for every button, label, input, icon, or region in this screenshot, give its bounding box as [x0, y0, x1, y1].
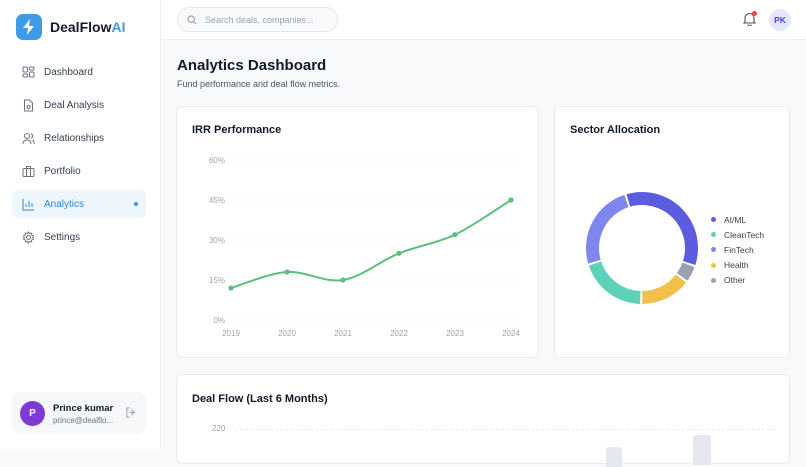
y-tick-label: 60% — [209, 156, 225, 165]
y-tick-label: 15% — [209, 276, 225, 285]
document-icon — [24, 99, 33, 111]
x-tick-label: 2024 — [502, 329, 520, 338]
slice-cleantech[interactable] — [588, 261, 641, 304]
irr-line — [230, 199, 512, 289]
data-point[interactable] — [284, 269, 290, 275]
x-tick-label: 2020 — [278, 329, 296, 338]
y-tick-label: 30% — [209, 236, 225, 245]
legend-swatch — [711, 232, 716, 238]
sidebar-item-relationships[interactable]: Relationships — [12, 124, 146, 152]
y-tick-label: 220 — [212, 424, 226, 433]
data-point[interactable] — [452, 232, 458, 238]
legend-swatch — [711, 262, 716, 268]
data-point[interactable] — [340, 277, 346, 283]
irr-title: IRR Performance — [192, 124, 282, 136]
topbar: Search deals, companies... PK — [161, 0, 806, 40]
x-tick-label: 2019 — [222, 329, 240, 338]
legend-item: CleanTech — [711, 227, 764, 242]
sidebar-item-label: Relationships — [44, 132, 105, 144]
legend-swatch — [711, 217, 716, 223]
x-tick-label: 2023 — [446, 329, 464, 338]
briefcase-icon — [22, 165, 35, 177]
sector-donut-chart — [586, 192, 698, 304]
bar-chart-icon — [22, 198, 34, 210]
legend-item: FinTech — [711, 242, 764, 257]
sidebar-item-deal-analysis[interactable]: Deal Analysis — [12, 91, 146, 119]
profile-avatar[interactable]: PK — [769, 9, 791, 31]
sidebar: DealFlowAI Dashboard Deal Analysis Relatio… — [0, 0, 161, 449]
legend-item: Health — [711, 258, 764, 273]
sidebar-item-label: Analytics — [44, 198, 85, 210]
legend-label: Health — [724, 260, 749, 271]
sector-legend: AI/ML CleanTech FinTech Health Other — [711, 212, 764, 288]
slice-aiml[interactable] — [626, 192, 698, 265]
user-name: Prince kumar — [53, 403, 114, 414]
data-point[interactable] — [508, 197, 514, 203]
gridline — [235, 429, 775, 430]
bar — [693, 435, 711, 465]
dealflow-title: Deal Flow (Last 6 Months) — [192, 393, 328, 405]
logout-icon[interactable] — [125, 407, 136, 418]
irr-card: IRR Performance 0% 15% 30% 45% 60% 2019 2020 20… — [176, 106, 539, 358]
search-input[interactable]: Search deals, companies... — [177, 7, 338, 32]
search-placeholder: Search deals, companies... — [205, 14, 314, 25]
users-icon — [22, 132, 35, 144]
legend-item: AI/ML — [711, 212, 764, 227]
sidebar-item-label: Dashboard — [44, 66, 93, 78]
sidebar-item-portfolio[interactable]: Portfolio — [12, 157, 146, 185]
sector-card: Sector Allocation AI/ML CleanTech FinTech H… — [554, 106, 790, 358]
sidebar-item-label: Portfolio — [44, 165, 81, 177]
legend-label: AI/ML — [724, 214, 747, 225]
avatar: P — [20, 401, 45, 426]
logo-bolt-icon — [16, 14, 42, 40]
notifications-button[interactable] — [742, 11, 757, 31]
sidebar-item-analytics[interactable]: Analytics — [12, 190, 146, 218]
slice-other[interactable] — [676, 262, 695, 281]
sector-title: Sector Allocation — [570, 124, 661, 136]
grid-icon — [22, 66, 35, 77]
sidebar-item-settings[interactable]: Settings — [12, 223, 146, 251]
active-indicator — [134, 202, 138, 206]
user-email: prince@dealflo... — [53, 416, 114, 425]
data-point[interactable] — [396, 250, 402, 256]
page-title: Analytics Dashboard — [177, 57, 327, 74]
slice-fintech[interactable] — [586, 194, 629, 264]
legend-swatch — [711, 277, 716, 283]
legend-label: FinTech — [724, 244, 754, 255]
x-tick-label: 2022 — [390, 329, 408, 338]
user-card[interactable]: P Prince kumar prince@dealflo... — [12, 392, 146, 434]
search-icon — [187, 14, 197, 24]
brand-name: DealFlowAI — [50, 19, 126, 35]
legend-swatch — [711, 247, 716, 253]
x-tick-label: 2021 — [334, 329, 352, 338]
sidebar-item-dashboard[interactable]: Dashboard — [12, 58, 146, 86]
legend-label: CleanTech — [724, 229, 765, 240]
sidebar-nav: Dashboard Deal Analysis Relationships Portf… — [12, 58, 146, 256]
irr-chart: 0% 15% 30% 45% 60% 2019 2020 2021 2022 2023 2024 — [209, 156, 520, 338]
page-subtitle: Fund performance and deal flow metrics. — [177, 79, 341, 89]
notification-dot — [752, 11, 757, 16]
sidebar-item-label: Settings — [44, 231, 81, 243]
legend-item: Other — [711, 273, 764, 288]
gear-icon — [22, 230, 35, 244]
bar — [606, 447, 622, 467]
y-tick-label: 0% — [213, 316, 225, 325]
data-point[interactable] — [228, 285, 234, 291]
legend-label: Other — [724, 275, 746, 286]
sidebar-item-label: Deal Analysis — [44, 99, 105, 111]
bell-icon — [742, 12, 757, 27]
slice-health[interactable] — [642, 274, 687, 304]
y-tick-label: 45% — [209, 196, 225, 205]
dealflow-card: Deal Flow (Last 6 Months) 220 — [176, 374, 790, 467]
